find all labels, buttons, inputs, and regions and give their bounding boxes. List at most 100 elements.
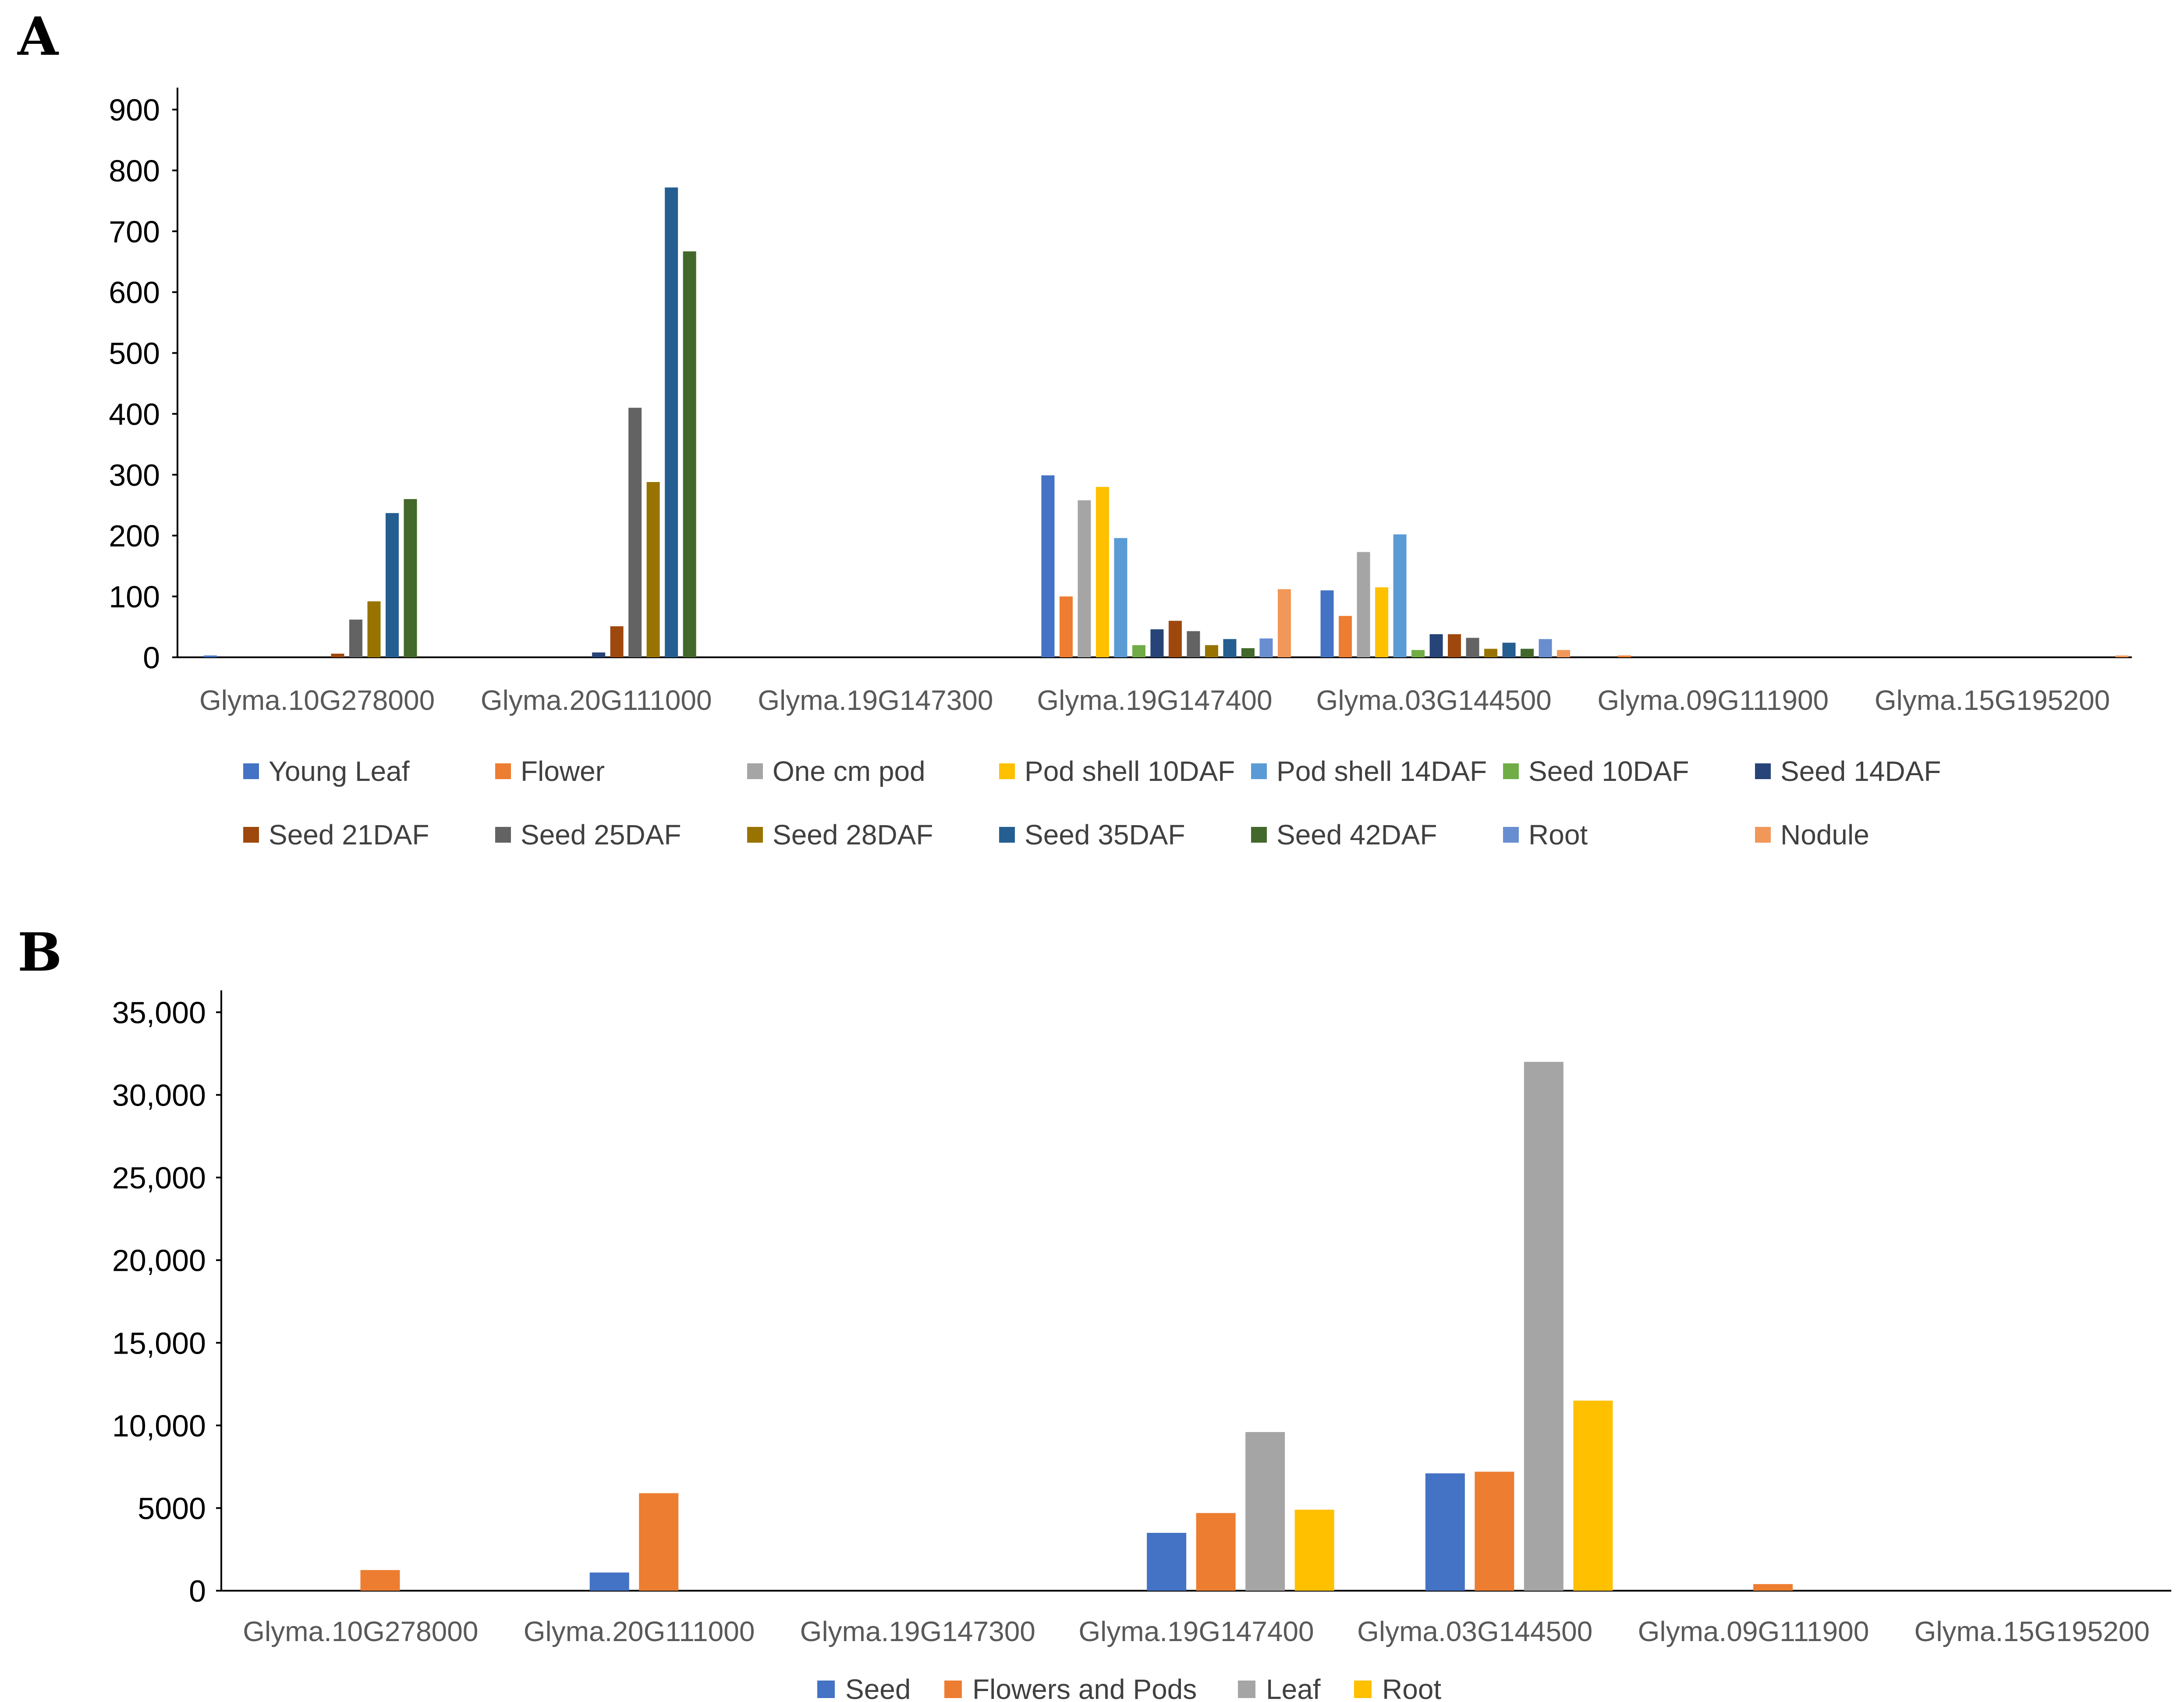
bar-flowers-and-pods-glyma-20g111000 — [639, 1493, 679, 1591]
legend-swatch — [243, 827, 259, 843]
panel-letter-b: B — [18, 922, 62, 983]
bar-seed-25daf-glyma-19g147400 — [1187, 631, 1200, 657]
bar-seed-glyma-20g111000 — [589, 1572, 629, 1591]
bar-seed-42daf-glyma-03g144500 — [1521, 649, 1534, 657]
legend-item-root: Root — [1354, 1674, 1441, 1702]
legend-item-pod-shell-14daf: Pod shell 14DAF — [1251, 755, 1487, 787]
bar-seed-21daf-glyma-19g147400 — [1168, 621, 1182, 657]
legend-item-seed-42daf: Seed 42DAF — [1251, 819, 1437, 851]
panel-letter-a: A — [17, 6, 59, 67]
legend-item-seed-35daf: Seed 35DAF — [999, 819, 1185, 851]
bar-seed-25daf-glyma-10g278000 — [349, 619, 362, 657]
bar-seed-25daf-glyma-20g111000 — [628, 408, 642, 657]
x-tick-label: Glyma.03G144500 — [1357, 1616, 1592, 1647]
legend-swatch — [1251, 827, 1267, 843]
legend-item-root: Root — [1503, 819, 1588, 851]
legend-item-seed: Seed — [817, 1674, 911, 1702]
legend-item-nodule: Nodule — [1755, 819, 1869, 851]
bar-seed-14daf-glyma-19g147400 — [1150, 629, 1164, 657]
bar-young-leaf-glyma-10g278000 — [204, 655, 217, 657]
x-tick-label: Glyma.19G147300 — [758, 684, 993, 716]
bar-flower-glyma-09g111900 — [1618, 655, 1631, 657]
bar-leaf-glyma-03g144500 — [1524, 1062, 1564, 1591]
legend-swatch — [243, 763, 259, 779]
bar-young-leaf-glyma-03g144500 — [1320, 590, 1334, 657]
bar-seed-10daf-glyma-19g147400 — [1132, 645, 1145, 657]
bar-nodule-glyma-19g147400 — [1277, 589, 1291, 657]
bar-flower-glyma-19g147400 — [1059, 596, 1073, 657]
bar-flowers-and-pods-glyma-03g144500 — [1475, 1472, 1514, 1591]
legend-label: Seed 42DAF — [1276, 819, 1437, 851]
legend-label: Leaf — [1266, 1674, 1321, 1702]
y-tick-label: 35,000 — [112, 996, 206, 1030]
legend-swatch — [495, 763, 511, 779]
legend-label: Root — [1382, 1674, 1441, 1702]
y-tick-label: 400 — [109, 397, 160, 431]
bar-seed-10daf-glyma-03g144500 — [1411, 650, 1425, 657]
bar-seed-35daf-glyma-19g147400 — [1223, 639, 1237, 657]
bar-one-cm-pod-glyma-03g144500 — [1357, 552, 1370, 657]
bar-seed-28daf-glyma-19g147400 — [1205, 645, 1218, 657]
legend-label: Root — [1528, 819, 1588, 851]
bar-seed-28daf-glyma-03g144500 — [1484, 649, 1498, 657]
bar-seed-35daf-glyma-10g278000 — [386, 513, 399, 657]
bar-one-cm-pod-glyma-19g147400 — [1078, 500, 1091, 657]
bar-pod-shell-10daf-glyma-19g147400 — [1096, 487, 1109, 657]
legend-item-leaf: Leaf — [1238, 1674, 1321, 1702]
legend-label: Seed 10DAF — [1528, 755, 1689, 787]
y-tick-label: 300 — [109, 458, 160, 492]
legend-label: One cm pod — [773, 755, 925, 787]
bar-young-leaf-glyma-19g147400 — [1041, 475, 1055, 657]
y-tick-label: 30,000 — [112, 1078, 206, 1113]
bar-seed-42daf-glyma-10g278000 — [404, 499, 417, 657]
x-tick-label: Glyma.15G195200 — [1875, 684, 2110, 716]
bar-flowers-and-pods-glyma-19g147400 — [1196, 1513, 1236, 1591]
legend-swatch — [1354, 1681, 1372, 1698]
bar-flower-glyma-03g144500 — [1339, 616, 1352, 657]
legend-swatch — [944, 1681, 962, 1698]
y-tick-label: 20,000 — [112, 1244, 206, 1278]
bar-root-glyma-19g147400 — [1294, 1510, 1334, 1591]
x-tick-label: Glyma.10G278000 — [243, 1616, 478, 1647]
x-tick-label: Glyma.15G195200 — [1915, 1616, 2150, 1647]
bar-pod-shell-14daf-glyma-03g144500 — [1393, 534, 1407, 657]
legend-swatch — [747, 827, 763, 843]
bar-root-glyma-03g144500 — [1573, 1401, 1613, 1591]
y-tick-label: 200 — [109, 519, 160, 553]
y-tick-label: 15,000 — [112, 1326, 206, 1360]
bar-root-glyma-03g144500 — [1539, 639, 1552, 657]
legend-item-one-cm-pod: One cm pod — [747, 755, 925, 787]
legend-label: Pod shell 10DAF — [1025, 755, 1235, 787]
bar-seed-35daf-glyma-20g111000 — [665, 187, 678, 657]
x-tick-label: Glyma.09G111900 — [1638, 1616, 1869, 1647]
bar-pod-shell-14daf-glyma-19g147400 — [1114, 538, 1127, 657]
legend-label: Seed 28DAF — [773, 819, 933, 851]
legend-swatch — [999, 827, 1015, 843]
bar-seed-42daf-glyma-20g111000 — [683, 251, 696, 657]
bar-seed-14daf-glyma-03g144500 — [1429, 634, 1443, 657]
legend-label: Seed 14DAF — [1780, 755, 1941, 787]
bar-seed-21daf-glyma-20g111000 — [610, 626, 624, 657]
bar-seed-42daf-glyma-19g147400 — [1241, 648, 1255, 657]
legend-item-seed-21daf: Seed 21DAF — [243, 819, 429, 851]
legend-label: Flower — [521, 755, 605, 787]
legend-item-flower: Flower — [495, 755, 605, 787]
legend-item-seed-10daf: Seed 10DAF — [1503, 755, 1689, 787]
legend-swatch — [1755, 827, 1771, 843]
x-tick-label: Glyma.20G111000 — [481, 684, 712, 716]
legend-label: Young Leaf — [269, 755, 410, 787]
legend-item-pod-shell-10daf: Pod shell 10DAF — [999, 755, 1235, 787]
y-tick-label: 0 — [143, 641, 160, 675]
bar-seed-21daf-glyma-03g144500 — [1448, 634, 1461, 657]
y-tick-label: 5000 — [138, 1491, 206, 1525]
y-tick-label: 900 — [109, 93, 160, 127]
legend-swatch — [495, 827, 511, 843]
bar-flowers-and-pods-glyma-09g111900 — [1753, 1584, 1793, 1591]
x-tick-label: Glyma.10G278000 — [199, 684, 435, 716]
legend-swatch — [999, 763, 1015, 779]
legend-item-seed-14daf: Seed 14DAF — [1755, 755, 1941, 787]
y-tick-label: 0 — [189, 1574, 206, 1608]
legend-label: Pod shell 14DAF — [1276, 755, 1487, 787]
legend-item-young-leaf: Young Leaf — [243, 755, 410, 787]
bar-seed-35daf-glyma-03g144500 — [1502, 642, 1516, 657]
